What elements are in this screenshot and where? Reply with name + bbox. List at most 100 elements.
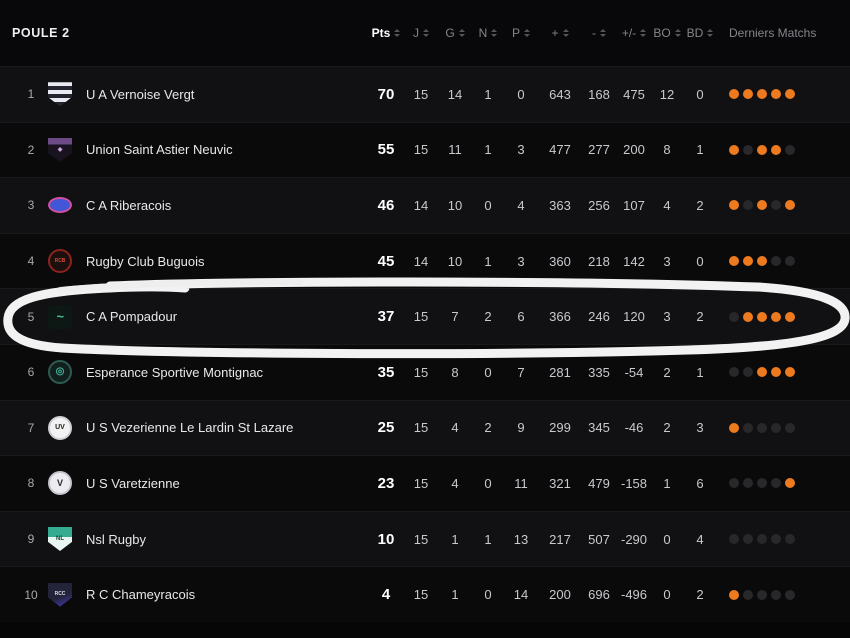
points-value: 70	[377, 85, 395, 103]
table-row[interactable]: 9 NL Nsl Rugby 10 15 1 1 13 217 507 -290…	[0, 510, 850, 567]
points-value: 46	[377, 196, 395, 214]
draws-value: 0	[484, 364, 492, 380]
table-header: POULE 2 Pts J G N P + - +/-	[0, 0, 850, 66]
table-row[interactable]: 1 U A Vernoise Vergt 70 15 14 1 0 643 16…	[0, 66, 850, 122]
draws-value: 0	[484, 197, 492, 213]
table-row[interactable]: 10 RCC R C Chameyracois 4 15 1 0 14 200 …	[0, 566, 850, 622]
column-header-diff[interactable]: +/-	[616, 26, 652, 40]
wins-value: 7	[451, 309, 459, 325]
wins-value: 1	[451, 587, 459, 603]
team-logo	[48, 82, 72, 107]
points-against-value: 345	[588, 420, 610, 436]
rank-label: 5	[27, 309, 35, 324]
bonus-offensive-value: 0	[663, 531, 671, 547]
last-matches-dots	[718, 367, 850, 378]
table-row[interactable]: 2 ◆ Union Saint Astier Neuvic 55 15 11 1…	[0, 121, 850, 178]
match-won-dot	[757, 89, 767, 100]
match-empty-dot	[771, 478, 781, 489]
team-logo: ◆	[48, 137, 72, 162]
match-empty-dot	[771, 589, 781, 600]
draws-value: 1	[484, 253, 492, 269]
team-name: C A Riberacois	[86, 197, 172, 213]
table-row[interactable]: 6 ◎ Esperance Sportive Montignac 35 15 8…	[0, 343, 850, 400]
losses-value: 11	[514, 475, 528, 491]
rank-label: 1	[27, 87, 35, 102]
points-value: 4	[381, 586, 391, 604]
match-empty-dot	[729, 534, 739, 545]
wins-value: 11	[448, 142, 462, 158]
match-won-dot	[771, 144, 781, 155]
match-empty-dot	[757, 589, 767, 600]
column-header-j[interactable]: J	[404, 26, 438, 40]
match-won-dot	[785, 89, 795, 100]
losses-value: 13	[513, 531, 529, 547]
points-for-value: 217	[549, 531, 571, 547]
match-empty-dot	[743, 534, 753, 545]
table-row[interactable]: 3 C A Riberacois 46 14 10 0 4 363 256 10…	[0, 177, 850, 233]
column-header-minus[interactable]: -	[582, 26, 616, 40]
match-empty-dot	[757, 422, 767, 433]
losses-value: 0	[517, 86, 525, 102]
team-name: Union Saint Astier Neuvic	[86, 142, 233, 158]
bonus-offensive-value: 4	[663, 197, 671, 213]
match-won-dot	[729, 144, 739, 155]
losses-value: 6	[517, 309, 525, 325]
table-row[interactable]: 4 RCB Rugby Club Buguois 45 14 10 1 3 36…	[0, 232, 850, 289]
last-matches-dots	[718, 422, 850, 433]
last-matches-dots	[718, 144, 850, 155]
points-against-value: 246	[588, 309, 610, 325]
wins-value: 1	[451, 531, 459, 547]
losses-value: 3	[517, 253, 525, 269]
team-logo: NL	[48, 527, 72, 552]
column-header-pts[interactable]: Pts	[368, 26, 404, 40]
points-against-value: 256	[588, 197, 610, 213]
played-value: 14	[413, 253, 429, 269]
page-title: POULE 2	[12, 26, 70, 40]
last-matches-dots	[718, 311, 850, 322]
match-won-dot	[771, 89, 781, 100]
team-logo	[48, 197, 72, 214]
standings-table: 1 U A Vernoise Vergt 70 15 14 1 0 643 16…	[0, 66, 850, 622]
match-won-dot	[785, 200, 795, 211]
team-name: U S Vezerienne Le Lardin St Lazare	[86, 420, 294, 436]
team-name: C A Pompadour	[86, 309, 178, 325]
draws-value: 0	[484, 475, 492, 491]
match-empty-dot	[757, 534, 767, 545]
sort-icon	[640, 29, 647, 37]
table-row[interactable]: 8 V U S Varetzienne 23 15 4 0 11 321 479…	[0, 455, 850, 511]
column-header-plus[interactable]: +	[538, 26, 582, 40]
draws-value: 1	[484, 531, 492, 547]
column-header-p[interactable]: P	[504, 26, 538, 40]
played-value: 15	[413, 587, 429, 603]
points-diff-value: 142	[623, 253, 645, 269]
bonus-offensive-value: 2	[663, 364, 671, 380]
match-empty-dot	[771, 422, 781, 433]
match-won-dot	[785, 311, 795, 322]
last-matches-dots	[718, 478, 850, 489]
points-value: 37	[377, 308, 395, 326]
last-matches-dots	[718, 534, 850, 545]
draws-value: 1	[484, 86, 492, 102]
sort-icon	[423, 29, 429, 37]
bonus-defensive-value: 1	[696, 142, 704, 158]
points-diff-value: 120	[623, 309, 645, 325]
rank-label: 2	[27, 142, 35, 157]
sort-icon	[394, 29, 401, 37]
column-header-bo[interactable]: BO	[652, 26, 682, 40]
column-header-n[interactable]: N	[472, 26, 504, 40]
bonus-defensive-value: 1	[696, 364, 704, 380]
losses-value: 3	[517, 142, 525, 158]
column-header-bd[interactable]: BD	[682, 26, 718, 40]
match-won-dot	[729, 422, 739, 433]
team-name: U A Vernoise Vergt	[86, 86, 195, 102]
match-empty-dot	[743, 422, 753, 433]
rank-label: 8	[27, 476, 35, 491]
table-row[interactable]: 5 ~ C A Pompadour 37 15 7 2 6 366 246 12…	[0, 288, 850, 344]
table-row[interactable]: 7 UV U S Vezerienne Le Lardin St Lazare …	[0, 399, 850, 456]
match-won-dot	[757, 256, 767, 267]
match-won-dot	[785, 478, 795, 489]
column-header-g[interactable]: G	[438, 26, 472, 40]
last-matches-dots	[718, 200, 850, 211]
match-won-dot	[729, 89, 739, 100]
